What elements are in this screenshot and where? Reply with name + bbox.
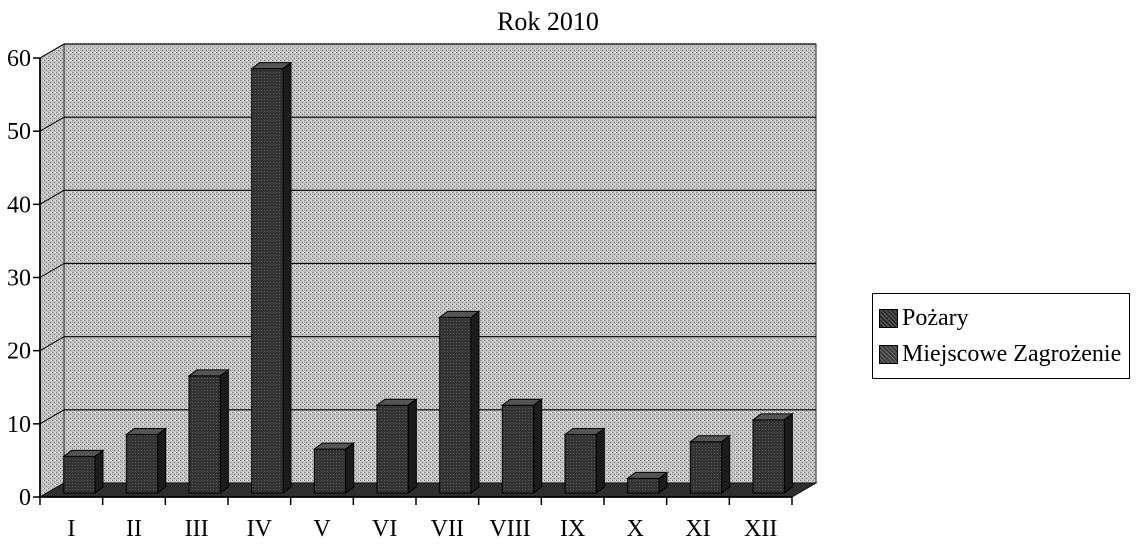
y-tick-label: 0 — [19, 485, 31, 511]
y-axis-tick-labels: 0 10 20 30 40 50 60 — [7, 46, 31, 511]
bar — [187, 368, 230, 494]
bar-front — [376, 404, 409, 494]
bar-front — [501, 404, 535, 494]
bar-side — [157, 427, 167, 494]
x-tick-label: XI — [685, 516, 710, 542]
chart-title: Rok 2010 — [497, 7, 599, 36]
x-axis-tick-labels: I II III IV V VI VII VIII IX X XI XII — [67, 516, 777, 542]
gridline-diagonal — [39, 409, 65, 425]
x-tick-label: X — [627, 516, 644, 542]
bar — [563, 427, 606, 494]
legend-label-series-2: Miejscowe Zagrożenie — [902, 340, 1122, 367]
bar — [124, 427, 168, 494]
gridline-diagonal — [39, 336, 65, 352]
bar — [500, 398, 544, 494]
bar-side — [783, 412, 793, 494]
bar-front — [188, 375, 221, 494]
bar — [62, 449, 105, 494]
bar — [250, 61, 293, 494]
y-tick-label: 10 — [7, 412, 31, 438]
legend-swatch-series-1 — [879, 308, 898, 328]
bar-front — [439, 316, 472, 494]
bar — [688, 434, 732, 494]
bar — [438, 310, 481, 494]
bar-front — [125, 433, 159, 494]
y-tick-label: 20 — [7, 339, 31, 365]
axes — [33, 57, 793, 505]
x-tick-label: IX — [560, 516, 585, 542]
bar-front — [689, 441, 723, 494]
bars — [62, 61, 794, 494]
bar-front — [627, 477, 660, 494]
legend: Pożary Miejscowe Zagrożenie — [872, 293, 1130, 379]
x-tick-label: VII — [431, 516, 464, 542]
x-tick-label: IV — [247, 516, 273, 542]
bar-front — [752, 419, 785, 494]
bar-side — [407, 398, 417, 494]
gridline-diagonal — [39, 189, 65, 205]
bar-front — [313, 448, 347, 494]
bar-front — [251, 68, 284, 494]
gridlines — [39, 43, 816, 425]
bar-side — [345, 442, 355, 494]
bar — [375, 398, 418, 494]
gridline-diagonal — [39, 43, 65, 59]
x-tick-label: V — [313, 516, 331, 542]
bar-side — [658, 471, 668, 494]
x-tick-label: III — [185, 516, 209, 542]
bar-side — [595, 427, 605, 494]
x-tick-label: II — [126, 516, 142, 542]
legend-swatch-series-2 — [879, 344, 898, 364]
legend-item-series-2: Miejscowe Zagrożenie — [879, 336, 1129, 372]
bar-side — [282, 61, 292, 494]
y-tick-label: 40 — [7, 192, 31, 218]
bar-side — [721, 434, 731, 494]
y-tick-label: 50 — [7, 119, 31, 145]
bar — [312, 442, 356, 494]
bar-side — [219, 368, 229, 494]
x-tick-label: I — [67, 516, 75, 542]
bar-front — [63, 455, 96, 494]
bar-side — [533, 398, 543, 494]
bar — [626, 471, 669, 494]
bar — [751, 412, 794, 494]
y-tick-label: 60 — [7, 46, 31, 72]
bar-side — [470, 310, 480, 494]
x-tick-label: VI — [372, 516, 397, 542]
gridline-diagonal — [39, 116, 65, 132]
bar-front — [564, 433, 597, 494]
y-tick-label: 30 — [7, 266, 31, 292]
x-tick-label: VIII — [489, 516, 530, 542]
gridline-diagonal — [39, 263, 65, 278]
bar-side — [94, 449, 104, 494]
x-tick-label: XII — [744, 516, 777, 542]
legend-item-series-1: Pożary — [879, 300, 1129, 336]
legend-label-series-1: Pożary — [902, 304, 969, 331]
